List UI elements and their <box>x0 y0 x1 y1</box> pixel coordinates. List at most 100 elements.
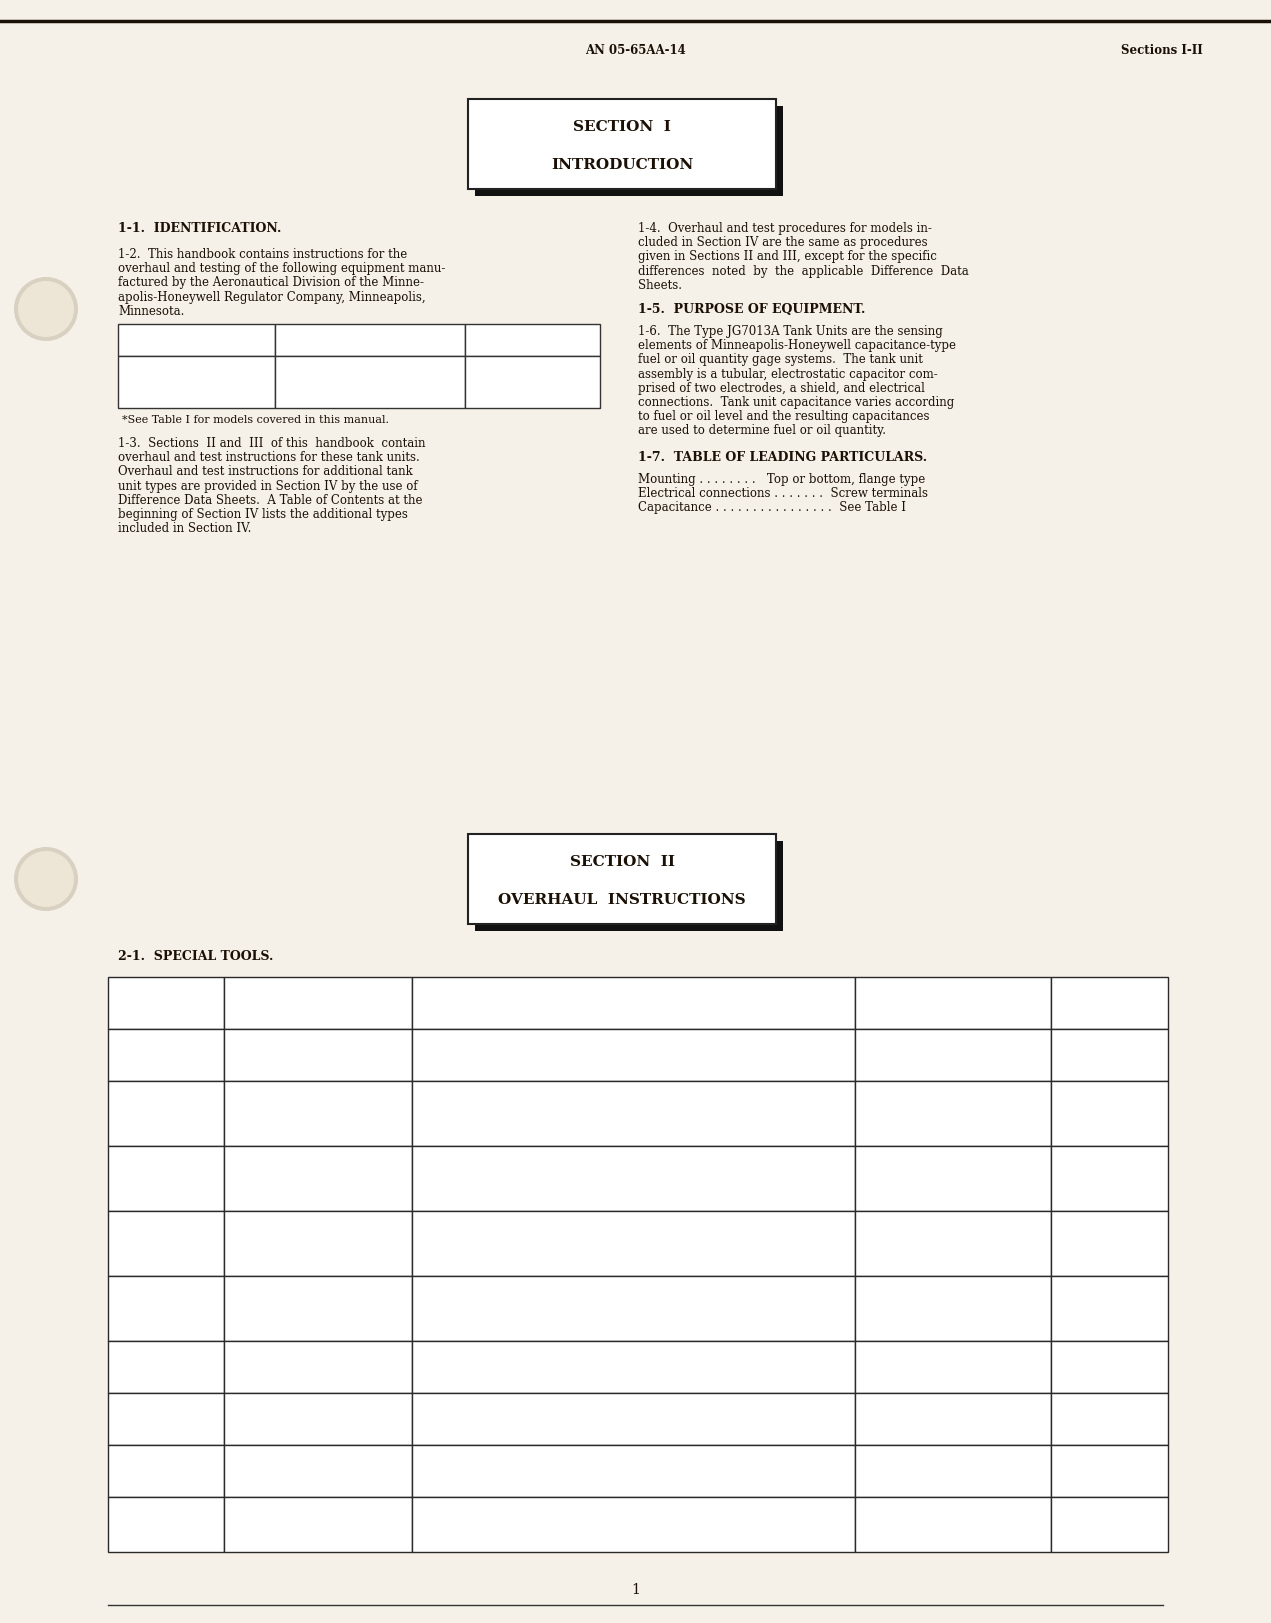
Text: Spreader - Seal: Spreader - Seal <box>425 1464 517 1477</box>
Text: 1-2.  This handbook contains instructions for the: 1-2. This handbook contains instructions… <box>118 248 407 261</box>
Bar <box>412 1029 855 1081</box>
Text: Testing: Testing <box>932 1172 975 1185</box>
Text: Testing: Testing <box>932 1107 975 1120</box>
Bar <box>1051 1341 1168 1393</box>
Bar <box>1051 977 1168 1029</box>
Bar <box>412 1341 855 1393</box>
Text: Overhaul: Overhaul <box>927 1464 981 1477</box>
Text: 2-1.  SPECIAL TOOLS.: 2-1. SPECIAL TOOLS. <box>118 949 273 962</box>
Text: HT 180: HT 180 <box>141 1360 189 1373</box>
Text: Spreader - Seal: Spreader - Seal <box>425 1360 517 1373</box>
Text: HT 110: HT 110 <box>141 1302 189 1315</box>
Text: HT 108: HT 108 <box>141 1172 189 1185</box>
Bar <box>224 1029 412 1081</box>
Bar <box>1051 1211 1168 1276</box>
Text: Difference Data Sheets.  A Table of Contents at the: Difference Data Sheets. A Table of Conte… <box>118 493 422 506</box>
Bar <box>224 1081 412 1146</box>
Bar <box>108 1211 224 1276</box>
Text: Testing: Testing <box>932 1302 975 1315</box>
Text: TOOL NO.: TOOL NO. <box>132 997 198 1010</box>
Text: JG7013A(*): JG7013A(*) <box>163 377 230 390</box>
Text: Testing: Testing <box>932 1237 975 1250</box>
Text: included in Section IV.: included in Section IV. <box>118 523 252 536</box>
Text: Cable Assembly - Clip end leads: Cable Assembly - Clip end leads <box>425 1048 615 1061</box>
Bar <box>412 1444 855 1496</box>
Text: 7800-170270-5: 7800-170270-5 <box>273 1048 364 1061</box>
Text: assembly is a tubular, electrostatic capacitor com-: assembly is a tubular, electrostatic cap… <box>638 367 938 380</box>
Bar <box>855 1211 1051 1276</box>
Text: 1-6.  The Type JG7013A Tank Units are the sensing: 1-6. The Type JG7013A Tank Units are the… <box>638 325 943 338</box>
Circle shape <box>18 852 74 907</box>
Text: AN 05-65AA-14: AN 05-65AA-14 <box>585 44 686 57</box>
Text: MH TYPE NO.: MH TYPE NO. <box>150 334 243 347</box>
Bar <box>118 357 275 409</box>
Bar <box>1051 1081 1168 1146</box>
Text: Testing: Testing <box>932 1412 975 1425</box>
Text: factured by the Aeronautical Division of the Minne-: factured by the Aeronautical Division of… <box>118 276 425 289</box>
Text: Tank Unit Tester: Tank Unit Tester <box>425 1172 524 1185</box>
Text: given in Sections II and III, except for the specific: given in Sections II and III, except for… <box>638 250 937 263</box>
Circle shape <box>18 282 74 338</box>
Bar <box>412 1496 855 1552</box>
Bar <box>224 1211 412 1276</box>
Bar <box>108 1146 224 1211</box>
Text: Adapter - Tank unit leakage tester: Adapter - Tank unit leakage tester <box>425 1412 628 1425</box>
Text: Overhaul: Overhaul <box>927 1360 981 1373</box>
Text: APPLICATION: APPLICATION <box>906 997 1000 1010</box>
Bar <box>468 101 777 190</box>
Text: to fuel or oil level and the resulting capacitances: to fuel or oil level and the resulting c… <box>638 411 929 424</box>
Bar <box>855 1341 1051 1393</box>
Bar <box>412 1146 855 1211</box>
Circle shape <box>14 847 78 912</box>
Text: SECTION  I: SECTION I <box>573 120 671 135</box>
Text: *See Table I for models covered in this manual.: *See Table I for models covered in this … <box>122 415 389 425</box>
Text: STOCK NO.*: STOCK NO.* <box>277 997 358 1010</box>
Text: *R88  -  BuAer
 7800  -  USAF: *R88 - BuAer 7800 - USAF <box>231 1511 327 1539</box>
Text: R88T0941-000-000
7800-806550: R88T0941-000-000 7800-806550 <box>261 1230 375 1258</box>
Bar <box>855 1496 1051 1552</box>
Text: 1-4.  Overhaul and test procedures for models in-: 1-4. Overhaul and test procedures for mo… <box>638 222 932 235</box>
Bar <box>108 977 224 1029</box>
Text: HT 109: HT 109 <box>141 1237 189 1250</box>
Bar <box>224 1393 412 1444</box>
Text: 1-3.  Sections  II and  III  of this  handbook  contain: 1-3. Sections II and III of this handboo… <box>118 437 426 450</box>
Text: 3-1: 3-1 <box>1101 1237 1120 1250</box>
Text: DESCRIPTION: DESCRIPTION <box>322 334 418 347</box>
Bar <box>1051 1393 1168 1444</box>
Text: HT 202: HT 202 <box>141 1412 191 1425</box>
Bar <box>224 977 412 1029</box>
Bar <box>412 977 855 1029</box>
Text: Cable Assembly - Harwood connector
end leads: Cable Assembly - Harwood connector end l… <box>425 1100 648 1128</box>
Text: unit types are provided in Section IV by the use of: unit types are provided in Section IV by… <box>118 479 418 492</box>
Bar <box>855 977 1051 1029</box>
Text: HT 106: HT 106 <box>141 1048 189 1061</box>
Text: 1-1: 1-1 <box>524 377 541 390</box>
Text: cluded in Section IV are the same as procedures: cluded in Section IV are the same as pro… <box>638 235 928 248</box>
Bar <box>475 107 783 196</box>
Text: differences  noted  by  the  applicable  Difference  Data: differences noted by the applicable Diff… <box>638 265 969 278</box>
Bar <box>275 357 465 409</box>
Bar <box>855 1444 1051 1496</box>
Text: Tank Unit - Fuel
Quantity: Tank Unit - Fuel Quantity <box>322 368 418 396</box>
Text: Electrical connections . . . . . . .  Screw terminals: Electrical connections . . . . . . . Scr… <box>638 487 928 500</box>
Text: HT 205: HT 205 <box>141 1464 191 1477</box>
Text: 3-1: 3-1 <box>1101 1172 1120 1185</box>
Text: 1: 1 <box>632 1582 639 1595</box>
Bar <box>1051 1444 1168 1496</box>
Bar <box>108 1496 224 1552</box>
Text: are used to determine fuel or oil quantity.: are used to determine fuel or oil quanti… <box>638 424 886 437</box>
Text: Testing: Testing <box>932 1048 975 1061</box>
Bar <box>1051 1276 1168 1341</box>
Bar <box>275 325 465 357</box>
Text: R77T0942-000-000
7800-811670: R77T0942-000-000 7800-811670 <box>261 1165 375 1193</box>
Text: FIGURE
NO.: FIGURE NO. <box>1083 990 1136 1018</box>
Bar <box>855 1029 1051 1081</box>
Bar <box>224 1496 412 1552</box>
Text: overhaul and test instructions for these tank units.: overhaul and test instructions for these… <box>118 451 419 464</box>
Bar <box>224 1276 412 1341</box>
Bar <box>855 1081 1051 1146</box>
Text: R88T0943-000-000
7800-799780: R88T0943-000-000 7800-799780 <box>261 1295 375 1323</box>
Text: Tester - Variable capacitance, field,
type 03: Tester - Variable capacitance, field, ty… <box>425 1230 634 1258</box>
Bar <box>412 1211 855 1276</box>
Bar <box>412 1276 855 1341</box>
